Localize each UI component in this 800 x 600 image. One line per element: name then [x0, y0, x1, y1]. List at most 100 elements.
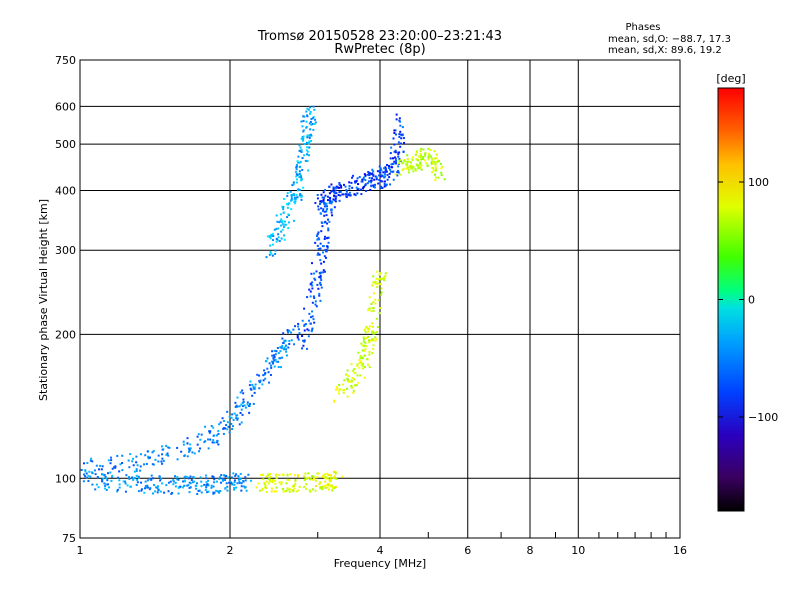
data-point — [385, 170, 388, 173]
data-point — [285, 350, 288, 353]
data-point — [229, 481, 232, 484]
data-point — [287, 346, 290, 349]
data-point — [286, 192, 289, 195]
data-point — [306, 328, 309, 331]
data-point — [341, 193, 344, 196]
data-point — [338, 199, 341, 202]
data-point — [189, 482, 192, 485]
data-point — [389, 168, 392, 171]
phase-box-title: Phases — [625, 22, 660, 33]
data-point — [239, 472, 242, 475]
data-point — [183, 479, 186, 482]
data-point — [326, 246, 329, 249]
data-point — [314, 476, 317, 479]
data-point — [282, 341, 285, 344]
data-point — [368, 353, 371, 356]
data-point — [265, 360, 268, 363]
data-point — [395, 118, 398, 121]
data-point — [364, 174, 367, 177]
data-point — [159, 479, 162, 482]
data-point — [242, 485, 245, 488]
data-point — [273, 365, 276, 368]
data-point — [318, 238, 321, 241]
data-point — [320, 230, 323, 233]
data-point — [235, 414, 238, 417]
data-point — [270, 234, 273, 237]
data-point — [401, 169, 404, 172]
data-point — [378, 312, 381, 315]
data-point — [269, 475, 272, 478]
data-point — [312, 295, 315, 298]
data-point — [375, 317, 378, 320]
data-point — [406, 166, 409, 169]
data-point — [288, 340, 291, 343]
data-point — [323, 485, 326, 488]
data-point — [346, 380, 349, 383]
data-point — [383, 185, 386, 188]
data-point — [204, 488, 207, 491]
data-point — [297, 322, 300, 325]
data-point — [271, 254, 274, 257]
y-tick-label: 750 — [55, 54, 76, 67]
data-point — [219, 481, 222, 484]
data-point — [157, 454, 160, 457]
data-point — [135, 483, 138, 486]
data-point — [319, 259, 322, 262]
data-point — [385, 183, 388, 186]
data-point — [140, 489, 143, 492]
data-point — [343, 379, 346, 382]
data-point — [434, 167, 437, 170]
data-point — [258, 381, 261, 384]
data-point — [286, 488, 289, 491]
data-point — [325, 210, 328, 213]
data-point — [325, 250, 328, 253]
data-point — [314, 241, 317, 244]
data-point — [131, 460, 134, 463]
data-point — [183, 454, 186, 457]
data-point — [186, 476, 189, 479]
data-point — [186, 437, 189, 440]
data-point — [188, 449, 191, 452]
data-point — [317, 247, 320, 250]
data-point — [333, 194, 336, 197]
y-tick-label: 400 — [55, 184, 76, 197]
data-point — [248, 402, 251, 405]
data-point — [131, 476, 134, 479]
data-point — [386, 173, 389, 176]
data-point — [375, 331, 378, 334]
data-point — [320, 279, 323, 282]
data-point — [310, 330, 313, 333]
data-point — [152, 450, 155, 453]
data-point — [386, 178, 389, 181]
data-point — [369, 339, 372, 342]
data-point — [368, 328, 371, 331]
data-point — [240, 408, 243, 411]
data-point — [222, 479, 225, 482]
data-point — [240, 403, 243, 406]
data-point — [227, 425, 230, 428]
data-point — [267, 482, 270, 485]
data-point — [291, 184, 294, 187]
data-point — [377, 299, 380, 302]
data-point — [174, 485, 177, 488]
data-point — [312, 477, 315, 480]
data-point — [280, 346, 283, 349]
data-point — [311, 287, 314, 290]
data-point — [259, 489, 262, 492]
data-point — [324, 475, 327, 478]
data-point — [110, 456, 113, 459]
data-point — [321, 475, 324, 478]
data-point — [292, 328, 295, 331]
data-point — [388, 172, 391, 175]
data-point — [235, 404, 238, 407]
data-point — [297, 328, 300, 331]
data-point — [215, 480, 218, 483]
data-point — [270, 487, 273, 490]
data-point — [417, 164, 420, 167]
data-point — [303, 325, 306, 328]
data-point — [397, 155, 400, 158]
data-point — [353, 368, 356, 371]
data-point — [315, 270, 318, 273]
data-point — [319, 277, 322, 280]
data-point — [143, 491, 146, 494]
